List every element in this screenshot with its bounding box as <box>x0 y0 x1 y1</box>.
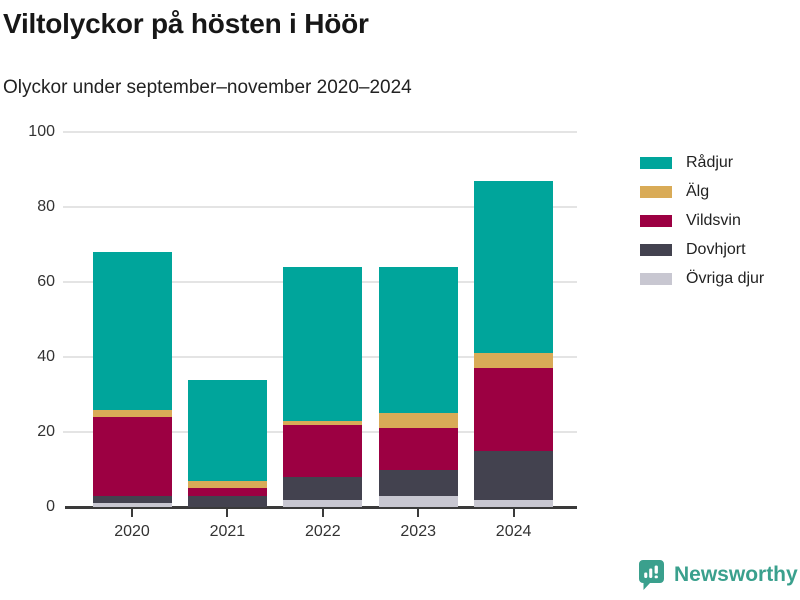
x-axis-line <box>65 506 577 509</box>
y-axis-tick-label: 80 <box>37 198 55 215</box>
bar-segment-2021-0 <box>187 379 267 481</box>
gridline <box>63 131 577 133</box>
bar-segment-2020-2 <box>92 417 172 496</box>
x-axis-label-2024: 2024 <box>495 523 532 540</box>
bar-segment-2023-3 <box>378 469 458 496</box>
x-axis-tick <box>131 509 133 517</box>
legend-item: Övriga djur <box>640 264 764 293</box>
bar-segment-2024-3 <box>474 450 554 500</box>
bar-segment-2023-4 <box>378 495 458 507</box>
x-axis-tick <box>512 509 515 517</box>
gridline <box>63 206 577 208</box>
x-axis-label-2021: 2021 <box>209 523 246 540</box>
bar-segment-2021-3 <box>187 495 267 507</box>
legend-item: Vildsvin <box>640 206 764 235</box>
plot-area: 0 20 40 60 80 100 2020 2021 2022 2023 2024 <box>28 123 577 540</box>
bar-segment-2022-2 <box>283 424 363 477</box>
legend-swatch-icon <box>640 185 672 198</box>
bar-segment-2024-2 <box>474 368 554 451</box>
x-axis-tick <box>226 509 229 517</box>
bar-segment-2024-4 <box>474 499 554 507</box>
bar-segment-2021-1 <box>187 480 267 489</box>
bar-segment-2021-2 <box>187 488 267 496</box>
legend-label: Rådjur <box>686 153 734 171</box>
chart-subtitle: Olyckor under september–november 2020–20… <box>3 77 412 98</box>
brand-name: Newsworthy <box>674 562 798 586</box>
legend-swatch-icon <box>640 214 672 227</box>
bar-segment-2022-3 <box>283 477 363 500</box>
x-axis-tick <box>321 509 324 517</box>
x-axis-label-2022: 2022 <box>305 523 341 540</box>
legend-swatch-icon <box>640 272 672 285</box>
bar-segment-2023-0 <box>378 267 458 414</box>
chart-title: Viltolyckor på hösten i Höör <box>3 8 369 39</box>
y-axis-tick-label: 40 <box>37 348 55 365</box>
y-axis-tick-label: 0 <box>46 498 55 515</box>
legend-swatch-icon <box>640 156 672 169</box>
x-axis-label-2020: 2020 <box>114 523 150 540</box>
legend-label: Älg <box>686 182 710 200</box>
bar-segment-2023-1 <box>378 413 458 429</box>
x-axis-tick <box>417 509 420 517</box>
x-axis-label-2023: 2023 <box>400 523 436 540</box>
legend: Rådjur Älg Vildsvin Dovhjort Övriga djur <box>640 148 764 293</box>
legend-label: Övriga djur <box>686 269 765 287</box>
bar-segment-2024-1 <box>474 353 554 369</box>
legend-label: Dovhjort <box>686 240 746 258</box>
bar-segment-2024-0 <box>474 180 554 354</box>
y-axis-tick-label: 100 <box>28 123 55 140</box>
bar-segment-2020-1 <box>92 409 172 417</box>
bar-segment-2022-1 <box>283 420 363 425</box>
bar-chart-speech-bubble-icon <box>639 560 664 590</box>
legend-label: Vildsvin <box>686 211 741 229</box>
y-axis-tick-label: 60 <box>37 273 55 290</box>
brand-logo: Newsworthy <box>637 558 798 591</box>
bar-segment-2020-4 <box>92 503 172 507</box>
legend-swatch-icon <box>640 243 672 256</box>
bar-segment-2020-3 <box>92 495 172 504</box>
legend-item: Älg <box>640 177 764 206</box>
bar-segment-2023-2 <box>378 428 458 470</box>
bar-segment-2020-0 <box>92 252 172 410</box>
bar-segment-2022-4 <box>283 499 363 507</box>
y-axis-tick-label: 20 <box>37 423 55 440</box>
legend-item: Rådjur <box>640 148 764 177</box>
legend-item: Dovhjort <box>640 235 764 264</box>
bar-segment-2022-0 <box>283 267 363 421</box>
